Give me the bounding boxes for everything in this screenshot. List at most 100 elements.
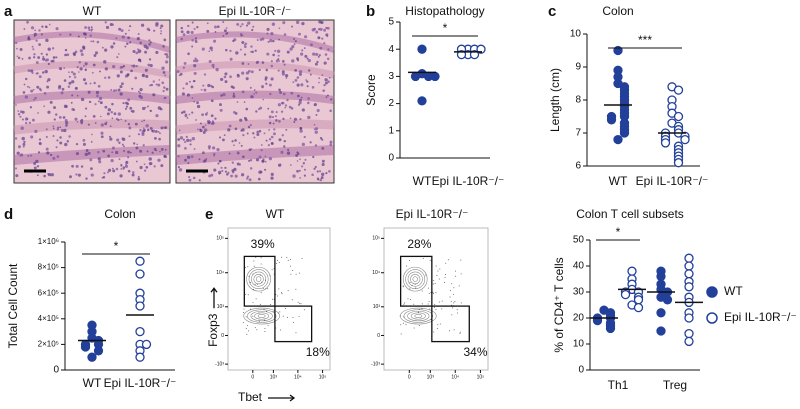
x-tick-label: Epi IL-10R⁻/⁻ bbox=[432, 174, 505, 188]
data-point bbox=[684, 328, 694, 339]
nucleus bbox=[26, 117, 29, 121]
nucleus bbox=[92, 114, 96, 118]
nucleus bbox=[247, 21, 251, 25]
nucleus bbox=[292, 81, 295, 84]
nucleus bbox=[96, 40, 100, 44]
event bbox=[242, 322, 244, 324]
y-tick-label: 1 bbox=[388, 125, 394, 136]
nucleus bbox=[164, 53, 167, 56]
nucleus bbox=[122, 64, 126, 68]
nucleus bbox=[194, 57, 197, 60]
nucleus bbox=[302, 162, 305, 165]
nucleus bbox=[321, 147, 325, 150]
nucleus bbox=[222, 138, 225, 142]
data-point bbox=[684, 336, 694, 347]
nucleus bbox=[273, 128, 276, 131]
nucleus bbox=[37, 151, 41, 154]
nucleus bbox=[236, 22, 240, 26]
event bbox=[402, 286, 404, 288]
nucleus bbox=[224, 166, 227, 170]
event bbox=[415, 287, 417, 289]
nucleus bbox=[241, 34, 244, 37]
nucleus bbox=[115, 150, 119, 155]
nucleus bbox=[219, 108, 223, 112]
nucleus bbox=[129, 25, 132, 28]
nucleus bbox=[137, 133, 140, 136]
nucleus bbox=[37, 56, 41, 59]
nucleus bbox=[178, 129, 181, 132]
nucleus bbox=[266, 52, 270, 56]
nucleus bbox=[281, 59, 285, 63]
nucleus bbox=[89, 34, 92, 37]
nucleus bbox=[245, 24, 249, 27]
nucleus bbox=[198, 179, 201, 182]
nucleus bbox=[324, 81, 328, 85]
nucleus bbox=[120, 168, 123, 170]
nucleus bbox=[288, 105, 292, 109]
nucleus bbox=[319, 46, 323, 50]
nucleus bbox=[124, 45, 127, 48]
nucleus bbox=[318, 28, 321, 31]
event bbox=[417, 311, 419, 313]
nucleus bbox=[216, 25, 220, 29]
nucleus bbox=[98, 96, 103, 101]
nucleus bbox=[111, 102, 114, 106]
event bbox=[295, 332, 297, 334]
nucleus bbox=[53, 106, 57, 110]
nucleus bbox=[84, 115, 87, 118]
nucleus bbox=[87, 151, 91, 155]
nucleus bbox=[193, 64, 197, 68]
legend-marker bbox=[706, 286, 718, 298]
data-point bbox=[656, 326, 666, 336]
nucleus bbox=[270, 110, 274, 114]
nucleus bbox=[268, 128, 270, 131]
x-tick-label: 10⁴ bbox=[294, 374, 302, 380]
nucleus bbox=[208, 60, 212, 64]
nucleus bbox=[210, 99, 214, 103]
y-tick-label: 10 bbox=[573, 339, 585, 350]
nucleus bbox=[60, 129, 64, 133]
nucleus bbox=[77, 35, 80, 38]
nucleus bbox=[265, 82, 268, 85]
nucleus bbox=[135, 146, 139, 150]
nucleus bbox=[165, 60, 169, 64]
nucleus bbox=[296, 83, 300, 87]
nucleus bbox=[299, 158, 301, 161]
nucleus bbox=[283, 33, 287, 36]
nucleus bbox=[163, 38, 167, 42]
gate bbox=[274, 305, 313, 343]
nucleus bbox=[295, 154, 299, 157]
nucleus bbox=[256, 39, 259, 41]
nucleus bbox=[139, 87, 143, 92]
nucleus bbox=[220, 166, 223, 169]
nucleus bbox=[117, 88, 121, 92]
event bbox=[286, 256, 288, 258]
nucleus bbox=[187, 155, 191, 159]
event bbox=[259, 274, 261, 276]
nucleus bbox=[223, 75, 227, 79]
nucleus bbox=[207, 121, 211, 125]
nucleus bbox=[126, 42, 129, 46]
nucleus bbox=[34, 29, 36, 32]
nucleus bbox=[303, 47, 306, 50]
nucleus bbox=[214, 117, 217, 120]
event bbox=[403, 316, 405, 318]
nucleus bbox=[154, 130, 158, 133]
nucleus bbox=[241, 62, 245, 65]
nucleus bbox=[304, 54, 308, 58]
nucleus bbox=[291, 59, 295, 63]
nucleus bbox=[324, 53, 328, 56]
x-tick-label: 0 bbox=[408, 374, 411, 380]
nucleus bbox=[113, 89, 116, 92]
nucleus bbox=[311, 86, 315, 89]
nucleus bbox=[84, 26, 87, 29]
nucleus bbox=[141, 130, 145, 135]
x-tick-label: 0 bbox=[251, 374, 254, 380]
data-point bbox=[606, 115, 617, 125]
event bbox=[264, 328, 266, 330]
nucleus bbox=[61, 87, 65, 91]
nucleus bbox=[84, 82, 88, 85]
nucleus bbox=[182, 33, 186, 37]
nucleus bbox=[283, 63, 286, 66]
nucleus bbox=[152, 80, 155, 83]
